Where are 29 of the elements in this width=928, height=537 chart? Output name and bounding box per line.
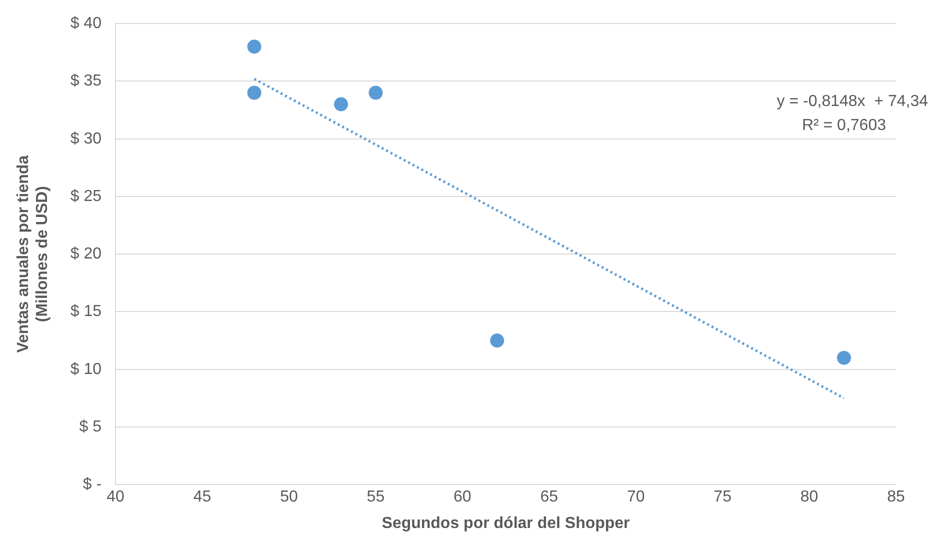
x-tick-label: 80 bbox=[800, 488, 818, 506]
y-tick-label: $ - bbox=[82, 476, 102, 494]
y-axis-title: Ventas anuales por tienda (Millones de USD) bbox=[15, 155, 52, 353]
y-tick-label: $ 30 bbox=[70, 130, 102, 148]
x-tick-label: 40 bbox=[106, 488, 125, 506]
y-tick-label: $ 15 bbox=[70, 303, 102, 320]
y-tick-label: $ 25 bbox=[70, 188, 102, 205]
point bbox=[368, 86, 383, 100]
point bbox=[247, 40, 262, 54]
x-tick-label: 65 bbox=[540, 488, 558, 506]
y-tick-label: $ 20 bbox=[70, 246, 102, 263]
x-tick-label: 85 bbox=[887, 488, 905, 506]
x-tick-label: 55 bbox=[366, 488, 385, 506]
y-tick-label: $ 35 bbox=[70, 72, 102, 90]
annotation: y = -0,8148x + 74,34 bbox=[776, 93, 928, 110]
y-tick-label: $ 40 bbox=[70, 15, 102, 32]
point bbox=[334, 97, 348, 112]
y-tick-label: $ 5 bbox=[79, 418, 102, 436]
x-tick-label: 60 bbox=[454, 488, 472, 506]
y-tick-label: $ 10 bbox=[70, 360, 102, 378]
point bbox=[836, 350, 851, 365]
x-axis-title: Segundos por dólar del Shopper bbox=[382, 514, 630, 532]
point bbox=[247, 86, 262, 100]
x-tick-label: 75 bbox=[714, 488, 732, 506]
annotation: R² = 0,7603 bbox=[802, 117, 886, 134]
x-tick-label: 50 bbox=[280, 488, 298, 506]
x-tick-label: 70 bbox=[626, 488, 645, 506]
x-tick-label: 45 bbox=[193, 488, 212, 506]
point bbox=[490, 334, 504, 348]
